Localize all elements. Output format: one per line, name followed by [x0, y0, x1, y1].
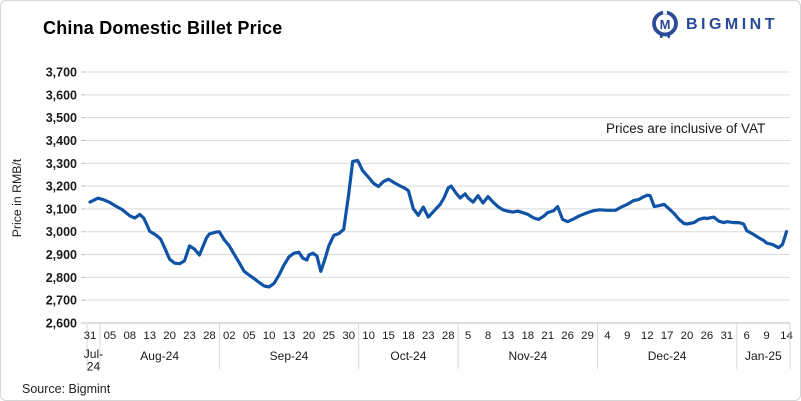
x-tick-label: 23 [183, 330, 196, 342]
x-tick-label: 10 [362, 330, 375, 342]
x-tick-label: 5 [465, 330, 471, 342]
x-tick-label: 29 [581, 330, 594, 342]
x-tick-label: 31 [84, 330, 97, 342]
y-tick-label: 3,000 [46, 225, 77, 239]
y-tick-label: 2,600 [46, 317, 77, 331]
x-month-label: Jan-25 [745, 349, 782, 363]
x-month-label: Aug-24 [140, 349, 179, 363]
bigmint-logo-icon: M [652, 9, 678, 38]
y-tick-label: 3,300 [46, 157, 77, 171]
price-line [88, 158, 789, 289]
x-tick-label: 21 [541, 330, 554, 342]
x-month-label: Nov-24 [508, 349, 547, 363]
x-tick-label: 15 [382, 330, 395, 342]
x-tick-label: 20 [303, 330, 316, 342]
x-tick-label: 6 [744, 330, 750, 342]
x-tick-label: 17 [661, 330, 674, 342]
x-month-label: Dec-24 [648, 349, 687, 363]
x-tick-label: 30 [342, 330, 355, 342]
svg-text:M: M [660, 17, 671, 32]
x-tick-label: 13 [143, 330, 156, 342]
page-title: China Domestic Billet Price [43, 18, 283, 38]
bigmint-logo: M BIGMINT [651, 9, 778, 40]
x-month-label: Jul-24 [84, 347, 103, 374]
y-tick-label: 3,400 [46, 134, 77, 148]
x-tick-label: 26 [561, 330, 574, 342]
x-tick-label: 10 [263, 330, 276, 342]
x-tick-label: 20 [681, 330, 694, 342]
x-tick-label: 13 [283, 330, 296, 342]
y-tick-label: 2,900 [46, 248, 77, 262]
vat-note: Prices are inclusive of VAT [606, 121, 766, 136]
x-month-label: Sep-24 [270, 349, 309, 363]
y-tick-label: 3,600 [46, 88, 77, 102]
x-tick-label: 4 [604, 330, 610, 342]
x-tick-label: 12 [641, 330, 654, 342]
x-tick-label: 02 [223, 330, 236, 342]
x-tick-label: 9 [763, 330, 769, 342]
y-tick-label: 3,100 [46, 202, 77, 216]
x-tick-label: 13 [502, 330, 515, 342]
x-tick-label: 23 [422, 330, 435, 342]
x-tick-label: 18 [402, 330, 415, 342]
x-tick-label: 26 [701, 330, 714, 342]
x-tick-label: 25 [322, 330, 335, 342]
x-tick-label: 14 [780, 330, 793, 342]
y-axis-title: Price in RMB/t [10, 158, 24, 237]
y-tick-label: 3,700 [46, 66, 77, 80]
x-tick-label: 05 [243, 330, 256, 342]
x-month-label: Oct-24 [390, 349, 426, 363]
x-tick-label: 28 [442, 330, 455, 342]
x-tick-label: 05 [104, 330, 117, 342]
x-tick-label: 08 [123, 330, 136, 342]
bigmint-logo-text: BIGMINT [685, 15, 778, 33]
y-tick-label: 3,200 [46, 180, 77, 194]
x-tick-label: 31 [720, 330, 733, 342]
y-tick-label: 3,500 [46, 111, 77, 125]
x-tick-label: 9 [624, 330, 630, 342]
y-tick-label: 2,700 [46, 294, 77, 308]
x-tick-label: 20 [163, 330, 176, 342]
source-note: Source: Bigmint [22, 382, 111, 396]
x-tick-label: 28 [203, 330, 216, 342]
x-tick-label: 18 [521, 330, 534, 342]
y-tick-label: 2,800 [46, 271, 77, 285]
x-tick-label: 8 [485, 330, 491, 342]
